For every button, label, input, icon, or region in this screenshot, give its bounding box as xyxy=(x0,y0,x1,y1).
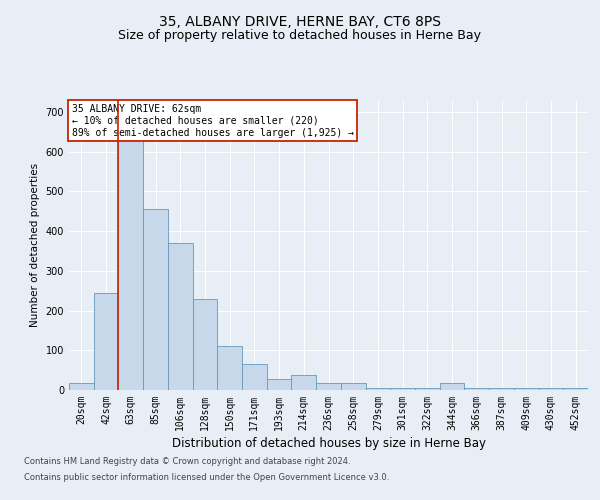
X-axis label: Distribution of detached houses by size in Herne Bay: Distribution of detached houses by size … xyxy=(172,437,485,450)
Bar xyxy=(539,388,563,390)
Bar xyxy=(390,388,415,390)
Text: 35 ALBANY DRIVE: 62sqm
← 10% of detached houses are smaller (220)
89% of semi-de: 35 ALBANY DRIVE: 62sqm ← 10% of detached… xyxy=(71,104,353,138)
Bar xyxy=(242,364,267,390)
Bar xyxy=(316,383,341,390)
Text: Size of property relative to detached houses in Herne Bay: Size of property relative to detached ho… xyxy=(119,30,482,43)
Bar xyxy=(118,136,143,390)
Bar xyxy=(464,388,489,390)
Text: Contains public sector information licensed under the Open Government Licence v3: Contains public sector information licen… xyxy=(24,472,389,482)
Text: 35, ALBANY DRIVE, HERNE BAY, CT6 8PS: 35, ALBANY DRIVE, HERNE BAY, CT6 8PS xyxy=(159,16,441,30)
Bar xyxy=(514,388,539,390)
Y-axis label: Number of detached properties: Number of detached properties xyxy=(30,163,40,327)
Bar xyxy=(489,388,514,390)
Bar xyxy=(94,292,118,390)
Bar xyxy=(143,209,168,390)
Bar xyxy=(415,388,440,390)
Bar xyxy=(193,298,217,390)
Bar xyxy=(217,346,242,390)
Bar xyxy=(341,383,365,390)
Bar xyxy=(292,376,316,390)
Bar xyxy=(365,388,390,390)
Text: Contains HM Land Registry data © Crown copyright and database right 2024.: Contains HM Land Registry data © Crown c… xyxy=(24,458,350,466)
Bar xyxy=(267,380,292,390)
Bar xyxy=(69,383,94,390)
Bar xyxy=(563,388,588,390)
Bar xyxy=(440,383,464,390)
Bar xyxy=(168,243,193,390)
